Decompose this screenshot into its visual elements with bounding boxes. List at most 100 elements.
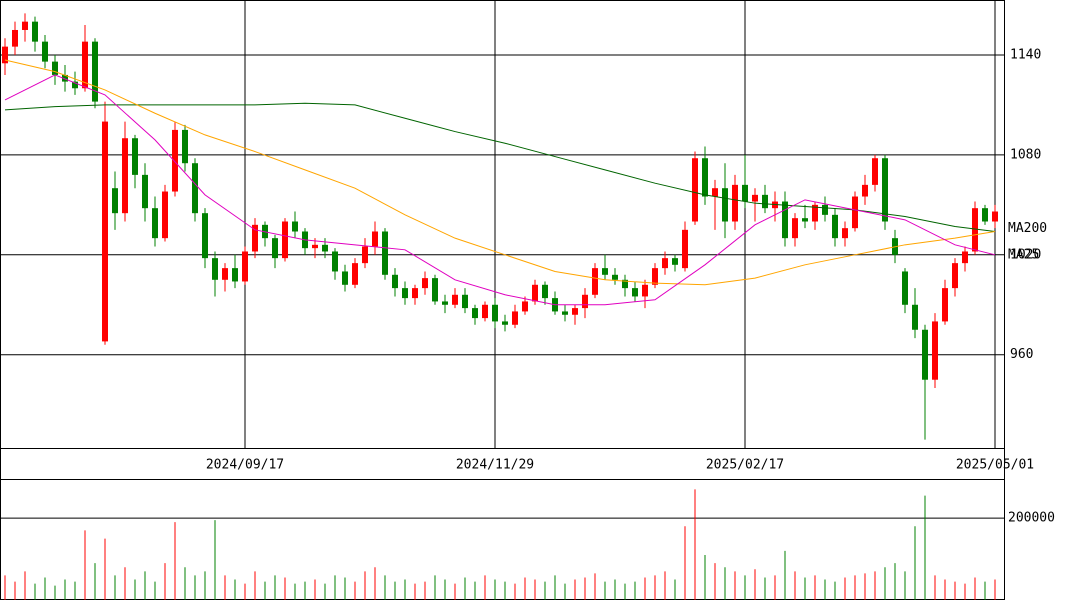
candle-body [982, 208, 988, 222]
candle-body [102, 121, 108, 342]
candle-body [912, 304, 918, 330]
candle-body [72, 81, 78, 89]
candle-body [582, 294, 588, 309]
candle-body [562, 311, 568, 315]
y-tick-label: 1140 [1010, 47, 1041, 62]
candle-body [852, 196, 858, 229]
candle-body [942, 288, 948, 322]
candle-body [342, 271, 348, 285]
legend-label: MA25 [1008, 247, 1039, 262]
candle-body [252, 224, 258, 252]
candle-body [2, 46, 8, 64]
candle-body [932, 321, 938, 380]
candle-body [12, 29, 18, 47]
candle-body [512, 311, 518, 325]
candle-body [482, 304, 488, 319]
candle-body [462, 294, 468, 309]
candle-body [842, 228, 848, 239]
candle-body [222, 268, 228, 280]
volume-frame [0, 479, 1005, 600]
candle-body [682, 229, 688, 269]
moving-average [4, 74, 996, 306]
moving-average [4, 59, 996, 286]
moving-average [4, 102, 996, 232]
candle-body [62, 74, 68, 82]
candle-body [412, 288, 418, 299]
candle-body [952, 263, 958, 289]
candle-body [652, 268, 658, 285]
x-tick-label: 2025/05/01 [956, 458, 1034, 473]
x-tick-label: 2024/11/29 [456, 458, 534, 473]
candle-body [572, 308, 578, 315]
candle-body [442, 301, 448, 305]
candle-body [492, 304, 498, 322]
candle-body [802, 218, 808, 222]
candle-body [362, 246, 368, 264]
candle-body [812, 204, 818, 222]
candle-body [722, 188, 728, 222]
x-tick-label: 2024/09/17 [206, 458, 284, 473]
candle-body [832, 214, 838, 239]
candle-body [142, 174, 148, 209]
candle-body [662, 258, 668, 269]
candle-body [92, 41, 98, 102]
y-tick-label: 1080 [1010, 147, 1041, 162]
candle-body [282, 221, 288, 259]
candle-body [32, 21, 38, 42]
candle-body [672, 258, 678, 265]
candle-body [152, 208, 158, 239]
candle-body [392, 274, 398, 289]
candle-body [212, 258, 218, 280]
candle-body [122, 138, 128, 214]
candle-body [752, 194, 758, 202]
candle-body [42, 41, 48, 62]
candle-body [272, 238, 278, 259]
candle-body [372, 231, 378, 247]
candle-body [132, 138, 138, 175]
candle-body [452, 294, 458, 305]
candle-body [902, 271, 908, 305]
candle-body [162, 191, 168, 239]
candle-body [52, 61, 58, 75]
candle-body [242, 251, 248, 282]
candle-body [22, 21, 28, 30]
candle-body [432, 278, 438, 302]
candle-body [472, 308, 478, 319]
candle-body [532, 284, 538, 302]
candle-body [962, 251, 968, 264]
candle-body [862, 184, 868, 197]
candle-body [922, 329, 928, 380]
candle-body [762, 194, 768, 209]
candle-body [732, 184, 738, 222]
candle-body [502, 321, 508, 325]
candle-body [522, 301, 528, 312]
candle-body [972, 208, 978, 252]
candle-body [792, 218, 798, 239]
candle-body [612, 274, 618, 280]
candle-body [992, 211, 998, 222]
candle-body [632, 288, 638, 297]
candle-body [602, 268, 608, 275]
candle-body [352, 263, 358, 285]
candle-body [382, 231, 388, 275]
candle-body [622, 279, 628, 289]
candle-body [712, 188, 718, 197]
candle-body [332, 251, 338, 272]
candle-body [312, 244, 318, 249]
x-tick-label: 2025/02/17 [706, 458, 784, 473]
candle-body [82, 41, 88, 89]
candle-body [322, 244, 328, 252]
y-tick-label: 200000 [1008, 511, 1055, 526]
candle-body [692, 158, 698, 222]
candle-body [422, 278, 428, 289]
candle-body [882, 158, 888, 222]
candle-body [402, 288, 408, 299]
candle-body [742, 184, 748, 202]
candle-body [702, 158, 708, 197]
candle-body [292, 221, 298, 232]
candle-body [182, 129, 188, 164]
y-tick-label: 1020 [1010, 247, 1041, 262]
candle-body [592, 268, 598, 295]
candle-body [202, 213, 208, 259]
